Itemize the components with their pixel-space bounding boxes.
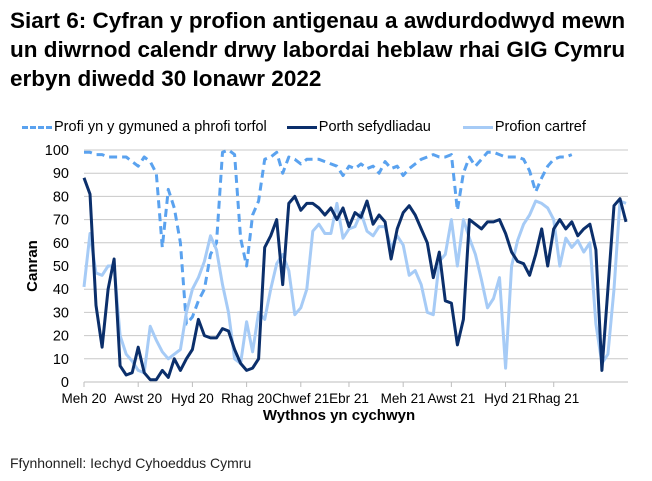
legend-item-community: Profi yn y gymuned a phrofi torfol — [22, 119, 267, 135]
x-axis — [83, 381, 628, 387]
dashed-line-swatch-icon — [22, 125, 52, 129]
x-tick-label: Rhag 21 — [528, 391, 579, 406]
chart-title: Siart 6: Cyfran y profion antigenau a aw… — [10, 8, 626, 91]
legend-item-home: Profion cartref — [462, 119, 586, 135]
y-axis-label: Canran — [24, 240, 41, 292]
chart-legend: Profi yn y gymuned a phrofi torfol Porth… — [22, 117, 598, 137]
x-tick-label: Meh 20 — [61, 391, 106, 406]
series-line — [82, 177, 628, 382]
legend-label: Porth sefydliadau — [318, 119, 431, 135]
y-tick-label: 20 — [53, 329, 69, 345]
source-note: Ffynhonnell: Iechyd Cyhoeddus Cymru — [10, 455, 252, 471]
line-chart: 0 10 20 30 40 50 60 70 80 90 100 Meh 20 Awst 20 Hyd … — [24, 143, 628, 424]
y-tick-label: 30 — [53, 305, 69, 321]
solid-line-swatch-icon — [462, 125, 493, 129]
legend-label: Profi yn y gymuned a phrofi torfol — [54, 119, 267, 135]
x-tick-label: Awst 20 — [114, 391, 162, 406]
legend-label: Profion cartref — [494, 119, 586, 135]
x-axis-tick-labels: Meh 20 Awst 20 Hyd 20 Rhag 20 Chwef 21 Ebr 21… — [61, 391, 579, 406]
y-tick-label: 90 — [53, 166, 69, 182]
y-tick-label: 50 — [53, 259, 69, 275]
x-tick-label: Ebr 21 — [329, 391, 369, 406]
x-tick-label: Meh 21 — [381, 391, 426, 406]
y-tick-label: 40 — [53, 282, 69, 298]
y-tick-label: 0 — [61, 375, 69, 391]
x-tick-label: Chwef 21 — [272, 391, 329, 406]
x-axis-label: Wythnos yn cychwyn — [263, 407, 415, 424]
series-line — [84, 148, 573, 326]
gridlines — [84, 149, 628, 360]
x-tick-label: Awst 21 — [427, 391, 475, 406]
y-tick-label: 60 — [53, 236, 69, 252]
x-tick-label: Hyd 21 — [484, 391, 527, 406]
legend-item-portal: Porth sefydliadau — [286, 119, 431, 135]
y-tick-label: 70 — [53, 213, 69, 229]
series-line — [82, 199, 627, 375]
y-tick-label: 80 — [53, 189, 69, 205]
solid-line-swatch-icon — [286, 125, 317, 129]
y-tick-label: 10 — [53, 352, 69, 368]
data-series — [82, 148, 628, 382]
x-tick-label: Rhag 20 — [221, 391, 272, 406]
y-axis-tick-labels: 0 10 20 30 40 50 60 70 80 90 100 — [45, 143, 69, 391]
y-tick-label: 100 — [45, 143, 69, 159]
x-tick-label: Hyd 20 — [171, 391, 214, 406]
